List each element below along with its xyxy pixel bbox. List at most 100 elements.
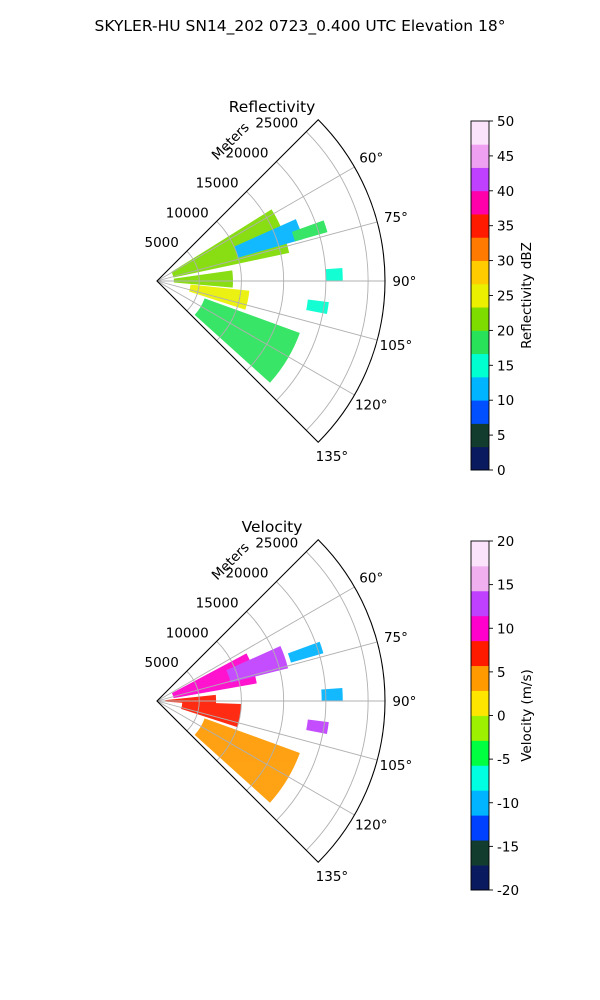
- colorbar-swatch: [471, 423, 489, 448]
- colorbar-swatch: [471, 840, 489, 866]
- range-tick-label: 15000: [196, 595, 239, 611]
- colorbar-swatch: [471, 740, 489, 766]
- colorbar-label: Velocity (m/s): [519, 669, 535, 762]
- colorbar-tick-label: 35: [497, 219, 514, 235]
- azimuth-tick-label: 105°: [380, 338, 413, 354]
- colorbar-swatch: [471, 121, 489, 145]
- colorbar-tick-label: -5: [497, 752, 510, 768]
- panel-title: Velocity: [242, 518, 303, 536]
- range-tick-label: 5000: [144, 235, 178, 251]
- colorbar-swatch: [471, 260, 489, 285]
- sector-outline: [156, 539, 386, 863]
- colorbar-swatch: [471, 237, 489, 261]
- colorbar-swatch: [471, 144, 489, 168]
- colorbar-swatch: [471, 400, 489, 424]
- colorbar-tick-label: 30: [497, 254, 514, 270]
- colorbar-swatch: [471, 615, 489, 642]
- sector-outline: [156, 119, 386, 443]
- colorbar-swatch: [471, 690, 489, 716]
- azimuth-tick-label: 90°: [392, 694, 416, 710]
- colorbar-tick-label: 25: [497, 289, 514, 305]
- colorbar-swatch: [471, 307, 489, 331]
- echo-region-isolated-2: [306, 299, 329, 315]
- colorbar-swatch: [471, 376, 489, 401]
- colorbar-swatch: [471, 815, 489, 841]
- colorbar-tick-label: 20: [497, 534, 514, 550]
- colorbar-swatch: [471, 865, 489, 891]
- range-tick-label: 25000: [255, 536, 298, 552]
- colorbar-swatch: [471, 283, 489, 308]
- colorbar-tick-label: 15: [497, 578, 514, 594]
- colorbar-swatch: [471, 790, 489, 816]
- colorbar-tick-label: 45: [497, 149, 514, 165]
- echo-region-isolated-1: [321, 688, 343, 701]
- colorbar-swatch: [471, 353, 489, 378]
- azimuth-gridline: [156, 641, 378, 702]
- colorbar-tick-label: 0: [497, 709, 506, 725]
- colorbar-tick-label: -10: [497, 796, 519, 812]
- echo-region-far-cell: [287, 641, 324, 663]
- azimuth-tick-label: 60°: [359, 570, 383, 586]
- colorbar-swatch: [471, 715, 489, 741]
- echo-region-far-cell: [291, 220, 328, 242]
- colorbar-tick-label: 0: [497, 463, 506, 479]
- colorbar-tick-label: -20: [497, 883, 519, 899]
- echo-layer: [171, 209, 343, 383]
- colorbar-swatch: [471, 167, 489, 192]
- azimuth-tick-label: 120°: [355, 818, 388, 834]
- colorbar-swatch: [471, 541, 489, 567]
- colorbar-tick-label: 5: [497, 428, 506, 444]
- azimuth-tick-label: 135°: [316, 869, 349, 885]
- azimuth-gridline: [156, 700, 355, 816]
- colorbar-tick-label: 40: [497, 184, 514, 200]
- colorbar-tick-label: 10: [497, 393, 514, 409]
- azimuth-gridline: [156, 221, 378, 282]
- colorbar-tick-label: 15: [497, 358, 514, 374]
- colorbar-label: Reflectivity dBZ: [519, 242, 535, 349]
- colorbar: -20 -15 -10 -5 0 5 10 15 20 Velocity (m/s): [470, 534, 535, 899]
- azimuth-tick-label: 75°: [384, 210, 408, 226]
- figure-title: SKYLER-HU SN14_202 0723_0.400 UTC Elevat…: [95, 17, 506, 36]
- echo-region-lower-lobe: [194, 298, 300, 383]
- range-tick-label: 25000: [255, 116, 298, 132]
- azimuth-tick-label: 60°: [359, 150, 383, 166]
- range-tick-label: 10000: [166, 205, 209, 221]
- colorbar-tick-label: -15: [497, 839, 519, 855]
- range-tick-label: 20000: [225, 146, 268, 162]
- echo-region-core-2: [165, 694, 217, 706]
- echo-region-main-band: [171, 209, 290, 278]
- colorbar-tick-label: 5: [497, 665, 506, 681]
- range-tick-label: 5000: [144, 655, 178, 671]
- colorbar-tick-label: 10: [497, 621, 514, 637]
- azimuth-tick-label: 135°: [316, 449, 349, 465]
- azimuth-gridline: [156, 280, 355, 396]
- range-tick-label: 20000: [225, 566, 268, 582]
- azimuth-tick-label: 75°: [384, 630, 408, 646]
- azimuth-gridline: [156, 166, 355, 282]
- azimuth-gridline: [156, 586, 355, 702]
- azimuth-tick-label: 120°: [355, 398, 388, 414]
- colorbar: 0 5 10 15 20 25 30 35 40 45 50 Reflectivity dBZ: [470, 114, 535, 479]
- echo-region-isolated-1: [325, 268, 343, 281]
- panel-title: Reflectivity: [229, 98, 316, 116]
- azimuth-tick-label: 105°: [380, 758, 413, 774]
- echo-region-north-cell: [234, 219, 304, 258]
- echo-region-isolated-2: [306, 719, 329, 735]
- colorbar-tick-label: 50: [497, 114, 514, 130]
- colorbar-swatch: [471, 665, 489, 691]
- colorbar-swatch: [471, 590, 489, 617]
- colorbar-swatch: [471, 330, 489, 355]
- echo-region-core-1: [189, 284, 250, 310]
- range-tick-label: 15000: [196, 175, 239, 191]
- echo-region-lower-lobe: [194, 718, 300, 803]
- azimuth-gridline: [156, 280, 378, 341]
- colorbar-tick-label: 20: [497, 323, 514, 339]
- reflectivity-panel: Reflectivity500010000150002000025000Mete…: [144, 98, 535, 479]
- colorbar-swatch: [471, 214, 489, 238]
- azimuth-gridline: [156, 700, 378, 761]
- colorbar-swatch: [471, 640, 489, 667]
- echo-region-main-band: [171, 653, 257, 699]
- range-tick-label: 10000: [166, 625, 209, 641]
